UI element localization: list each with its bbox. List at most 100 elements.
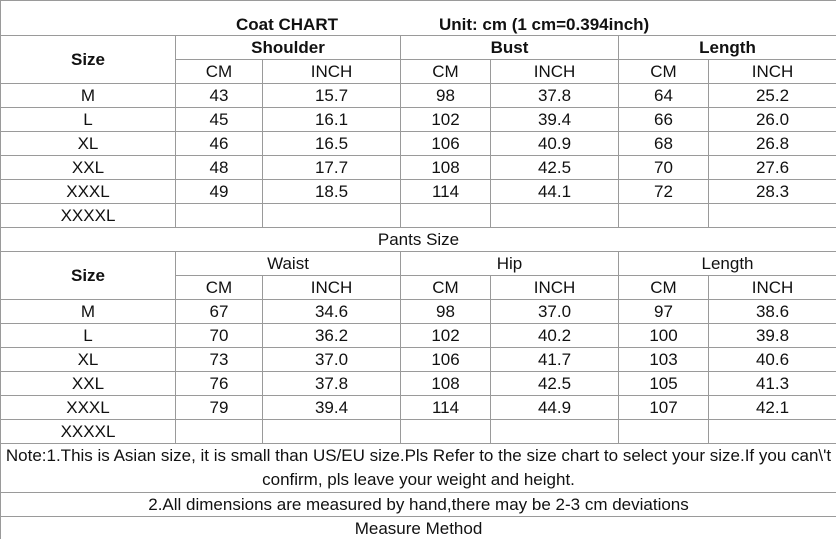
size-label: XL [0,347,176,372]
note: Note:1.This is Asian size, it is small t… [0,443,836,493]
measure-cell: 106 [400,347,491,372]
table-row: XL 73 37.0 106 41.7 103 40.6 [0,347,836,372]
measure-cell: 26.8 [707,131,836,156]
measure-cell: 41.3 [707,371,836,396]
unit-header: INCH [490,275,619,300]
measure-cell: 100 [618,323,709,348]
measure-cell: 41.7 [490,347,619,372]
unit-header: INCH [707,59,836,84]
unit-note: Unit: cm (1 cm=0.394inch) [439,15,650,34]
measure-cell: 76 [175,371,263,396]
table-row: XXXXL [0,419,836,444]
measure-cell [175,203,263,228]
measure-cell: 70 [175,323,263,348]
size-label: L [0,323,176,348]
size-label: XXXXL [0,203,176,228]
unit-header: INCH [262,59,401,84]
measure-cell: 36.2 [262,323,401,348]
measure-cell [400,203,491,228]
unit-header: CM [175,275,263,300]
measure-cell [707,419,836,444]
table-row: XXL 48 17.7 108 42.5 70 27.6 [0,155,836,180]
measure-cell [618,419,709,444]
size-label: M [0,83,176,108]
measure-cell: 46 [175,131,263,156]
measure-cell: 37.0 [490,299,619,324]
unit-header: CM [400,59,491,84]
unit-header: INCH [262,275,401,300]
measure-cell: 79 [175,395,263,420]
table-row: L 70 36.2 102 40.2 100 39.8 [0,323,836,348]
measure-cell: 28.3 [707,179,836,204]
table-row: Note:1.This is Asian size, it is small t… [0,443,836,493]
measure-cell: 42.5 [490,371,619,396]
unit-header: CM [400,275,491,300]
measure-cell: 108 [400,155,491,180]
table-row: M 67 34.6 98 37.0 97 38.6 [0,299,836,324]
table-row: XXXL 79 39.4 114 44.9 107 42.1 [0,395,836,420]
group-header: Length [617,35,836,60]
size-label: XXXL [0,395,176,420]
table-row: Measure Method [0,516,836,539]
measure-cell: 39.8 [707,323,836,348]
measure-cell [490,203,619,228]
measure-cell [618,203,709,228]
size-label: M [0,299,176,324]
measure-cell: 42.5 [490,155,619,180]
size-label: XL [0,131,176,156]
measure-cell: 98 [400,83,491,108]
table-row: Size Shoulder Bust Length [0,35,836,84]
measure-cell [707,203,836,228]
measure-cell: 18.5 [262,179,401,204]
size-label: XXL [0,155,176,180]
measure-cell: 68 [618,131,709,156]
measure-cell: 25.2 [707,83,836,108]
measure-cell [490,419,619,444]
table-row: 2.All dimensions are measured by hand,th… [0,492,836,517]
unit-header: INCH [490,59,619,84]
table-row: XXL 76 37.8 108 42.5 105 41.3 [0,371,836,396]
footer: Measure Method [0,516,836,539]
measure-cell: 64 [618,83,709,108]
group-header: Length [617,251,836,276]
note: 2.All dimensions are measured by hand,th… [0,492,836,517]
measure-cell: 102 [400,323,491,348]
size-label: L [0,107,176,132]
measure-cell: 40.2 [490,323,619,348]
size-label: XXXXL [0,419,176,444]
measure-cell: 15.7 [262,83,401,108]
measure-cell: 103 [618,347,709,372]
measure-cell: 45 [175,107,263,132]
measure-cell: 44.9 [490,395,619,420]
section-title: Pants Size [0,227,836,252]
measure-cell: 16.1 [262,107,401,132]
measure-cell [262,203,401,228]
measure-cell: 37.8 [490,83,619,108]
group-header: Hip [400,251,619,276]
measure-cell: 70 [618,155,709,180]
table-row: XXXXL [0,203,836,228]
table-row: M 43 15.7 98 37.8 64 25.2 [0,83,836,108]
table-row: CM INCH CM INCH CM INCH [1,275,836,300]
measure-cell: 44.1 [490,179,619,204]
measure-cell: 40.6 [707,347,836,372]
measure-cell: 17.7 [262,155,401,180]
measure-cell: 27.6 [707,155,836,180]
title-cell: Coat CHART Unit: cm (1 cm=0.394inch) [0,0,836,36]
measure-cell: 97 [618,299,709,324]
measure-cell [262,419,401,444]
table-row: Size Waist Hip Length [0,251,836,300]
size-header: Size [0,251,176,300]
measure-cell: 67 [175,299,263,324]
measure-cell [175,419,263,444]
measure-cell: 72 [618,179,709,204]
measure-cell: 114 [400,179,491,204]
table-row: L 45 16.1 102 39.4 66 26.0 [0,107,836,132]
measure-cell: 73 [175,347,263,372]
measure-cell [400,419,491,444]
table-row: XL 46 16.5 106 40.9 68 26.8 [0,131,836,156]
measure-cell: 98 [400,299,491,324]
unit-header: CM [618,275,709,300]
